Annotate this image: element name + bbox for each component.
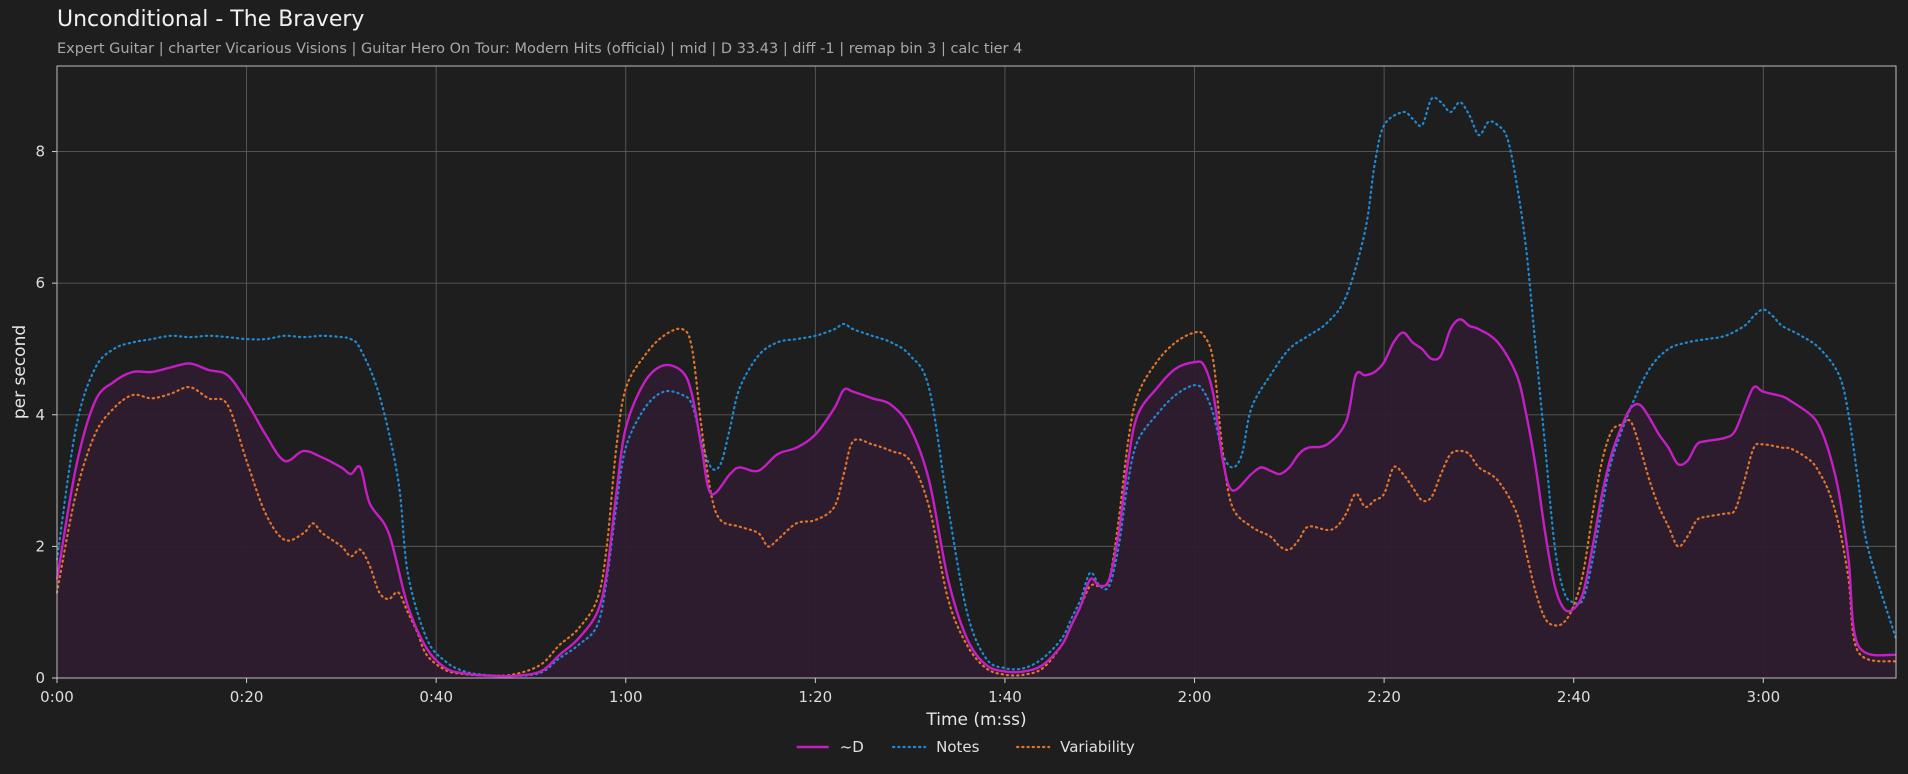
series-line-notes bbox=[55, 96, 1898, 678]
x-tick-label: 2:20 bbox=[1367, 688, 1401, 706]
x-tick-label: 2:40 bbox=[1557, 688, 1591, 706]
x-tick-label: 2:00 bbox=[1178, 688, 1212, 706]
tick-labels: 0:00 0:20 0:40 1:00 1:20 1:40 2:00 2:20 2:40 3:00… bbox=[35, 143, 1780, 706]
x-tick-label: 1:20 bbox=[799, 688, 833, 706]
series-lines bbox=[55, 96, 1898, 678]
axes bbox=[52, 65, 1897, 683]
y-tick-label: 8 bbox=[35, 143, 45, 161]
x-tick-label: 3:00 bbox=[1746, 688, 1780, 706]
x-axis-label: Time (m:ss) bbox=[925, 710, 1026, 730]
y-tick-label: 4 bbox=[35, 406, 45, 424]
legend-label: Notes bbox=[936, 738, 980, 756]
y-tick-label: 0 bbox=[35, 669, 45, 687]
legend-label: ~D bbox=[840, 738, 864, 756]
y-tick-label: 6 bbox=[35, 274, 45, 292]
fill-areas bbox=[57, 319, 1896, 678]
series-fill-d bbox=[57, 319, 1896, 678]
x-tick-label: 1:00 bbox=[609, 688, 643, 706]
chart-subtitle: Expert Guitar | charter Vicarious Vision… bbox=[57, 41, 1023, 57]
series-line-variability bbox=[55, 327, 1898, 677]
legend-label: Variability bbox=[1060, 738, 1135, 756]
x-tick-label: 0:40 bbox=[419, 688, 453, 706]
x-tick-label: 0:20 bbox=[230, 688, 264, 706]
legend-item: ~D bbox=[796, 738, 864, 756]
x-tick-label: 1:40 bbox=[988, 688, 1022, 706]
series-line-d bbox=[55, 318, 1897, 678]
legend: ~D Notes Variability bbox=[796, 738, 1135, 756]
y-axis-label: per second bbox=[10, 325, 30, 419]
legend-item: Notes bbox=[891, 738, 980, 756]
plot-frame bbox=[56, 65, 1897, 679]
legend-item: Variability bbox=[1015, 738, 1135, 756]
y-tick-label: 2 bbox=[35, 537, 45, 555]
chart-title: Unconditional - The Bravery bbox=[57, 7, 365, 32]
x-tick-label: 0:00 bbox=[40, 688, 74, 706]
